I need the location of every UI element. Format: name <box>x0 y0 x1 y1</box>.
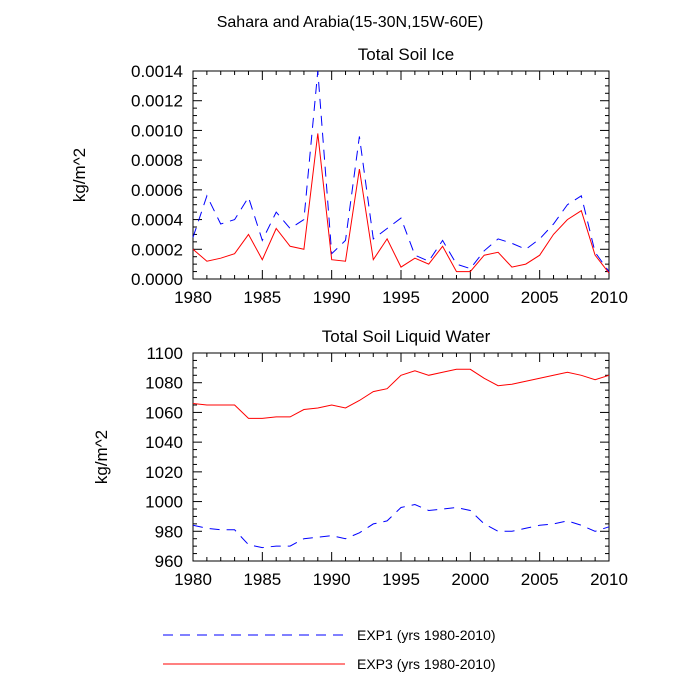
y-tick-label-soil-ice: 0.0000 <box>131 270 183 289</box>
series-line-exp1-soil-ice <box>192 70 610 272</box>
y-tick-label-soil-liquid: 1100 <box>146 344 183 363</box>
y-tick-label-soil-ice: 0.0004 <box>131 211 183 230</box>
series-line-exp1-soil-liquid <box>192 503 610 549</box>
x-tick-label-soil-liquid: 2000 <box>451 570 489 589</box>
x-tick-label-soil-liquid: 1980 <box>174 570 212 589</box>
series-line-exp3-soil-ice <box>192 133 610 274</box>
legend-label-exp3: EXP3 (yrs 1980-2010) <box>357 656 496 672</box>
y-tick-label-soil-ice: 0.0002 <box>131 240 183 259</box>
y-tick-label-soil-liquid: 1020 <box>145 463 183 482</box>
legend-label-exp1: EXP1 (yrs 1980-2010) <box>357 627 496 643</box>
y-tick-label-soil-ice: 0.0010 <box>131 121 183 140</box>
y-tick-label-soil-liquid: 980 <box>155 522 183 541</box>
legend-entry-exp1: EXP1 (yrs 1980-2010) <box>163 627 496 643</box>
y-tick-label-soil-liquid: 1060 <box>145 403 183 422</box>
y-tick-label-soil-ice: 0.0014 <box>131 62 183 81</box>
y-axis-label-soil-ice: kg/m^2 <box>70 148 89 202</box>
x-tick-label-soil-liquid: 1985 <box>243 570 281 589</box>
series-line-exp3-soil-liquid <box>192 368 610 419</box>
y-tick-label-soil-ice: 0.0008 <box>131 151 183 170</box>
y-tick-label-soil-liquid: 1080 <box>145 374 183 393</box>
panel-title-soil-ice: Total Soil Ice <box>358 45 454 64</box>
panel-title-soil-liquid: Total Soil Liquid Water <box>322 327 491 346</box>
x-tick-label-soil-ice: 1985 <box>243 288 281 307</box>
x-tick-label-soil-ice: 2010 <box>590 288 628 307</box>
y-tick-label-soil-liquid: 1040 <box>145 433 183 452</box>
y-tick-label-soil-liquid: 960 <box>155 552 183 571</box>
x-tick-label-soil-liquid: 2010 <box>590 570 628 589</box>
x-tick-label-soil-liquid: 1995 <box>382 570 420 589</box>
y-tick-label-soil-liquid: 1000 <box>145 493 183 512</box>
x-tick-label-soil-ice: 1995 <box>382 288 420 307</box>
x-tick-label-soil-ice: 2005 <box>521 288 559 307</box>
x-tick-label-soil-ice: 2000 <box>451 288 489 307</box>
legend-entry-exp3: EXP3 (yrs 1980-2010) <box>163 656 496 672</box>
figure-title: Sahara and Arabia(15-30N,15W-60E) <box>217 14 484 31</box>
y-tick-label-soil-ice: 0.0006 <box>131 181 183 200</box>
x-tick-label-soil-ice: 1990 <box>313 288 351 307</box>
panel-total-soil-ice: Total Soil Ice 1980 1985 1990 1995 2000 2005 20… <box>70 45 628 307</box>
legend: EXP1 (yrs 1980-2010) EXP3 (yrs 1980-2010… <box>163 627 496 672</box>
y-tick-label-soil-ice: 0.0012 <box>131 92 183 111</box>
x-tick-label-soil-ice: 1980 <box>174 288 212 307</box>
plot-frame-soil-liquid <box>192 352 610 562</box>
panel-total-soil-liquid-water: Total Soil Liquid Water 1980 1985 1990 1995 2… <box>92 327 628 589</box>
x-tick-label-soil-liquid: 1990 <box>313 570 351 589</box>
x-tick-label-soil-liquid: 2005 <box>521 570 559 589</box>
y-axis-label-soil-liquid: kg/m^2 <box>92 430 111 484</box>
